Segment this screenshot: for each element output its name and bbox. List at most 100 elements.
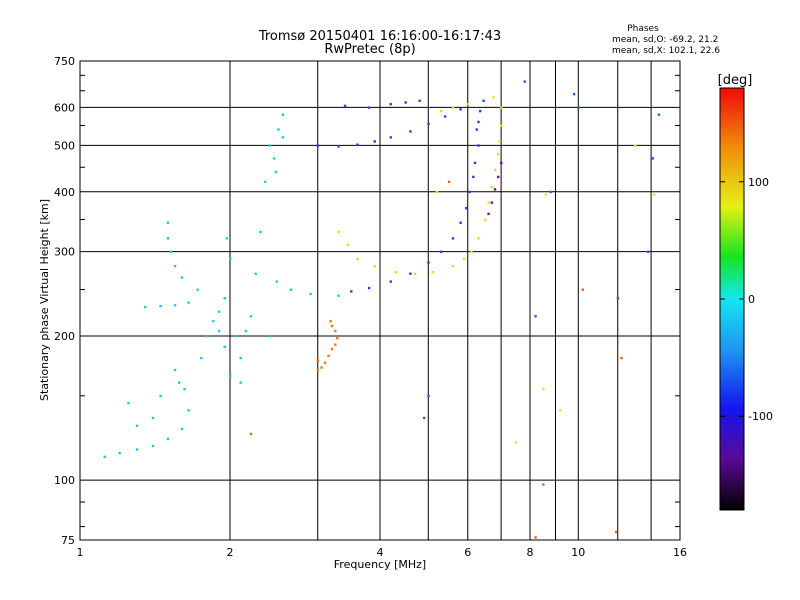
y-tick-labels: 75 100 200 300 400 500 600 750 <box>54 55 75 547</box>
data-point <box>103 455 106 458</box>
data-point <box>356 143 359 146</box>
data-point <box>268 144 271 147</box>
data-point <box>447 180 451 184</box>
data-point <box>330 324 334 328</box>
data-point <box>244 329 248 333</box>
data-point <box>500 124 503 127</box>
data-point <box>173 304 177 307</box>
data-point <box>169 250 173 254</box>
data-point <box>657 113 661 116</box>
data-point <box>268 334 271 338</box>
data-point <box>451 237 455 240</box>
data-point <box>200 356 203 360</box>
data-point <box>239 381 242 384</box>
y-axis-label: Stationary phase Virtual Height [km] <box>38 199 51 401</box>
data-point <box>159 394 162 398</box>
data-point <box>166 237 170 240</box>
data-point <box>151 444 155 448</box>
data-point <box>394 270 398 274</box>
data-point <box>500 161 503 165</box>
data-point <box>443 115 447 118</box>
data-point <box>223 345 226 349</box>
data-point <box>173 264 177 268</box>
data-point <box>277 128 280 131</box>
data-point <box>327 354 330 357</box>
data-point <box>459 221 462 224</box>
data-point <box>477 120 480 124</box>
data-point <box>479 109 482 113</box>
data-point <box>475 128 478 131</box>
data-point <box>263 180 267 184</box>
data-point <box>166 221 170 224</box>
data-point <box>274 170 278 174</box>
data-point <box>646 250 650 254</box>
data-point <box>472 175 475 179</box>
data-point <box>581 288 584 291</box>
data-point <box>309 292 312 296</box>
data-point <box>183 387 186 391</box>
data-point <box>616 297 620 300</box>
data-point <box>409 272 412 275</box>
axis-ticks <box>80 74 680 528</box>
data-point <box>206 334 209 338</box>
data-point <box>487 201 490 204</box>
data-point <box>466 102 470 106</box>
data-point <box>572 92 576 96</box>
data-point <box>620 356 623 360</box>
data-point <box>281 136 284 139</box>
data-point <box>577 106 580 109</box>
data-point <box>496 152 500 156</box>
data-point <box>515 441 518 444</box>
data-point <box>459 108 462 111</box>
y-tick-label: 500 <box>54 139 75 152</box>
colorbar-tick-label: 0 <box>748 293 755 306</box>
data-point <box>217 310 221 313</box>
y-tick-label: 600 <box>54 101 75 114</box>
data-point <box>239 356 242 360</box>
data-point <box>464 206 468 210</box>
plot-frame <box>79 60 681 541</box>
data-point <box>320 366 323 369</box>
data-point <box>196 288 199 291</box>
data-point <box>463 257 466 261</box>
colorbar-tick-label: 100 <box>748 176 769 189</box>
data-point <box>337 294 340 297</box>
data-point <box>477 237 480 240</box>
data-point <box>180 427 184 431</box>
data-point <box>534 315 537 318</box>
x-tick-label: 6 <box>464 546 471 559</box>
x-tick-label: 1 <box>77 546 84 559</box>
chart-title: Tromsø 20150401 16:16:00-16:17:43 <box>258 29 501 44</box>
x-tick-labels: 1 2 4 6 8 10 16 <box>77 546 688 559</box>
data-point <box>187 409 190 412</box>
data-point <box>473 161 477 165</box>
data-point <box>431 270 434 274</box>
x-tick-label: 8 <box>527 546 534 559</box>
data-point <box>492 96 495 99</box>
x-tick-label: 2 <box>227 546 234 559</box>
data-point <box>427 394 430 398</box>
data-point <box>413 272 417 275</box>
data-point <box>336 337 339 340</box>
x-axis-label: Frequency [MHz] <box>334 558 426 571</box>
data-point <box>281 113 284 116</box>
data-point <box>356 257 359 261</box>
data-point <box>275 280 278 283</box>
data-point <box>166 437 170 441</box>
data-point <box>482 99 485 102</box>
y-tick-label: 100 <box>54 474 75 487</box>
data-point <box>435 190 439 194</box>
data-point <box>330 347 334 351</box>
y-tick-label: 200 <box>54 330 75 343</box>
data-point <box>329 319 332 323</box>
data-point <box>451 264 455 268</box>
data-point <box>496 175 500 179</box>
data-point <box>493 168 497 171</box>
data-point <box>127 401 130 405</box>
data-point <box>418 99 421 102</box>
data-point <box>484 218 487 221</box>
data-point <box>367 106 371 109</box>
data-point <box>389 280 392 283</box>
data-point <box>409 130 412 133</box>
